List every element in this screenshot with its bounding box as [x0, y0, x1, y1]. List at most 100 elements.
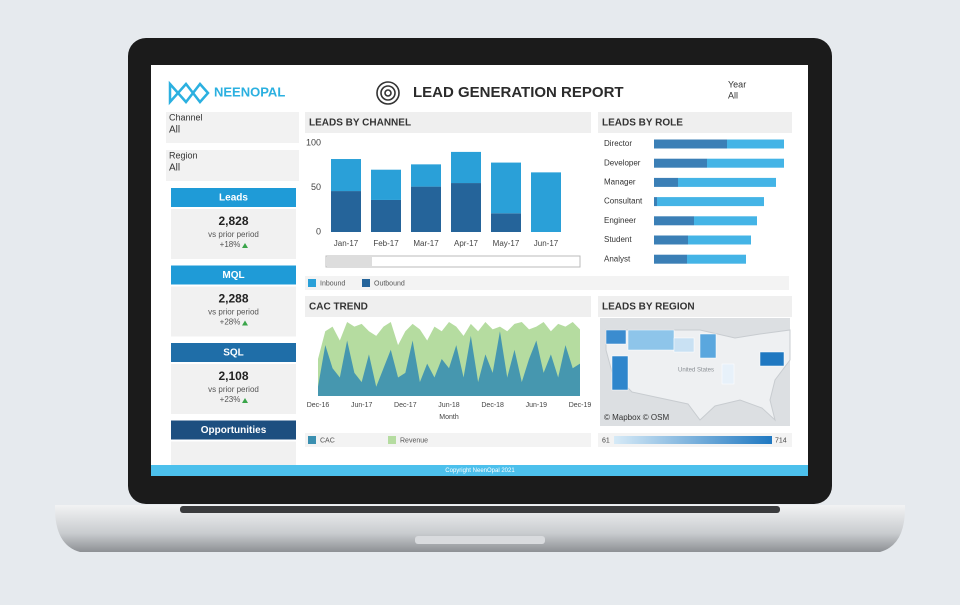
x-tick-label: Feb-17	[373, 239, 399, 248]
hinge	[180, 506, 780, 513]
panel-title: LEADS BY ROLE	[602, 118, 683, 129]
legend-label: CAC	[320, 437, 335, 444]
legend-max: 714	[775, 437, 787, 444]
footer-text: Copyright NeenOpal 2021	[445, 468, 515, 474]
scroll-thumb	[327, 257, 372, 266]
role-label: Developer	[604, 158, 641, 167]
kpi-body	[171, 286, 296, 337]
role-bar	[707, 158, 784, 168]
kpi-sub: vs prior period	[208, 385, 259, 394]
x-axis-label: Month	[439, 414, 459, 421]
target-icon	[380, 85, 396, 101]
kpi-body	[171, 209, 296, 259]
legend-label: Inbound	[320, 280, 345, 287]
role-label: Student	[604, 235, 632, 244]
target-icon	[384, 89, 392, 97]
role-bar	[654, 254, 687, 264]
role-bar	[678, 177, 776, 187]
filter-value: All	[169, 125, 180, 136]
y-tick-label: 100	[306, 137, 321, 147]
x-tick-label: Jun-19	[526, 402, 548, 409]
laptop-base	[54, 505, 906, 552]
kpi-title: SQL	[223, 348, 244, 359]
x-tick-label: Dec-19	[569, 402, 592, 409]
kpi-title: Leads	[219, 193, 248, 204]
x-tick-label: Apr-17	[454, 239, 479, 248]
y-tick-label: 0	[316, 226, 321, 236]
dashboard: NEENOPAL LEAD GENERATION REPORT YearAllCha…	[151, 79, 808, 476]
bar	[491, 162, 521, 214]
panel-header	[598, 296, 792, 317]
footer-bar	[151, 465, 808, 476]
year-value: All	[728, 90, 738, 100]
legend-swatch	[362, 279, 370, 287]
bar	[411, 186, 441, 232]
notch	[415, 536, 545, 544]
scrollbar	[325, 255, 581, 268]
kpi-header	[171, 188, 296, 207]
kpi-sub: vs prior period	[208, 308, 259, 317]
bar	[451, 183, 481, 232]
role-label: Consultant	[604, 197, 643, 206]
x-tick-label: Dec-16	[307, 402, 330, 409]
x-tick-label: Jun-17	[534, 239, 559, 248]
x-tick-label: Jun-18	[438, 402, 460, 409]
up-arrow	[242, 320, 248, 326]
role-bar	[654, 139, 727, 149]
legend-bg	[305, 433, 591, 447]
y-tick-label: 50	[311, 182, 321, 192]
kpi-value: 2,108	[218, 369, 248, 383]
kpi-sub: vs prior period	[208, 230, 259, 239]
state	[605, 329, 627, 345]
x-tick-label: Dec-18	[481, 402, 504, 409]
role-bar	[687, 254, 746, 264]
legend-swatch	[388, 436, 396, 444]
kpi-change: +18%	[220, 240, 241, 249]
kpi-body	[171, 364, 296, 414]
state	[699, 333, 717, 359]
bar	[331, 191, 361, 232]
panel-title: LEADS BY REGION	[602, 302, 695, 313]
legend-min: 61	[602, 437, 610, 444]
filter-label: Region	[169, 150, 198, 160]
x-tick-label: May-17	[493, 239, 520, 248]
logo-icon	[168, 80, 210, 106]
role-label: Director	[604, 139, 632, 148]
role-bar	[654, 197, 657, 207]
x-tick-label: Jan-17	[334, 239, 359, 248]
state	[721, 363, 735, 385]
kpi-value: 2,288	[218, 292, 248, 306]
state	[611, 355, 629, 391]
state	[759, 351, 785, 367]
role-bar	[654, 235, 688, 245]
panel-title: LEADS BY CHANNEL	[309, 118, 411, 129]
role-label: Engineer	[604, 216, 636, 225]
bar	[371, 199, 401, 232]
role-bar	[688, 235, 751, 245]
role-bar	[654, 177, 678, 187]
filter-box	[166, 150, 299, 181]
legend-label: Revenue	[400, 437, 428, 444]
role-bar	[694, 216, 757, 226]
area	[318, 331, 580, 396]
filter-label: Channel	[169, 112, 203, 122]
legend-label: Outbound	[374, 280, 405, 287]
target-icon	[376, 81, 400, 105]
panel-header	[598, 112, 792, 133]
map-label: United States	[678, 368, 714, 374]
filter-value: All	[169, 163, 180, 174]
us-shape	[605, 329, 791, 422]
up-arrow	[242, 398, 248, 403]
map-attribution: © Mapbox © OSM	[604, 413, 669, 422]
year-label: Year	[728, 79, 746, 89]
bar	[451, 151, 481, 184]
x-tick-label: Dec-17	[394, 402, 417, 409]
kpi-title: MQL	[222, 270, 244, 281]
legend-bg	[305, 276, 789, 290]
bar	[371, 169, 401, 200]
x-tick-label: Jun-17	[351, 402, 373, 409]
panel-header	[305, 296, 591, 317]
state	[673, 337, 695, 353]
x-tick-label: Mar-17	[413, 239, 439, 248]
